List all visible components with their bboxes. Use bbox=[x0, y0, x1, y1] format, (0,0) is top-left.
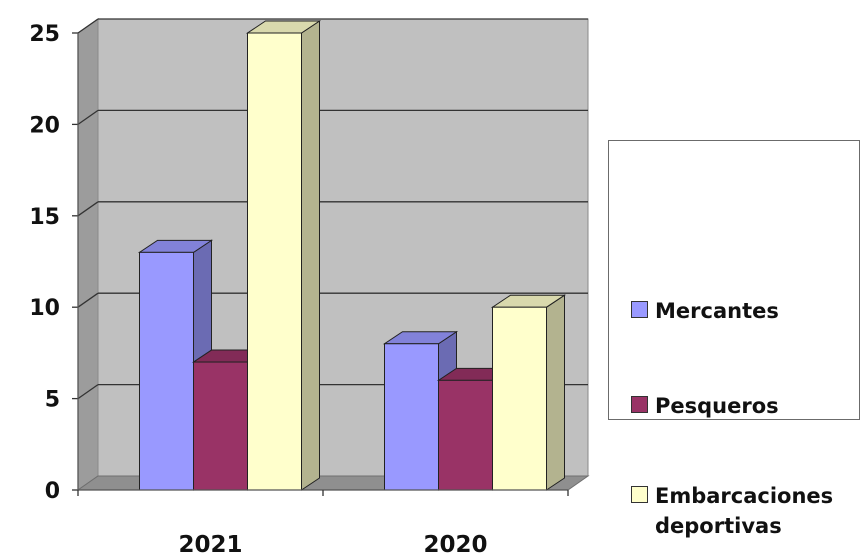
gridline-side bbox=[77, 18, 99, 34]
x-category-label: 2021 bbox=[178, 532, 242, 557]
y-tick-label: 0 bbox=[45, 479, 60, 504]
bar-embarcaciones-deportivas-2021 bbox=[245, 20, 322, 491]
legend-item-embarcaciones-deportivas: Embarcaciones deportivas bbox=[631, 481, 833, 541]
bar-front bbox=[247, 32, 302, 491]
gridline-side bbox=[77, 292, 99, 308]
x-category-label: 2020 bbox=[423, 532, 487, 557]
bars bbox=[137, 20, 567, 491]
legend-label-line-1: Embarcaciones bbox=[655, 484, 834, 508]
y-tick-label: 10 bbox=[29, 296, 60, 321]
side-wall bbox=[77, 18, 99, 491]
y-axis: 0 5 10 15 20 25 bbox=[29, 22, 79, 504]
gridline-side bbox=[77, 384, 99, 400]
x-axis: 2021 2020 bbox=[77, 489, 569, 557]
legend-label-pesqueros: Pesqueros bbox=[655, 394, 779, 418]
bar-side bbox=[546, 294, 565, 491]
bar-front bbox=[139, 251, 194, 491]
y-tick-label: 15 bbox=[29, 205, 60, 230]
bar-front bbox=[193, 361, 248, 491]
legend-item-mercantes: Mercantes bbox=[631, 296, 779, 326]
legend-swatch-mercantes bbox=[631, 301, 648, 318]
legend-swatch-pesqueros bbox=[631, 396, 648, 413]
bar-front bbox=[384, 343, 439, 491]
y-tick-label: 20 bbox=[29, 113, 60, 138]
legend-item-pesqueros: Pesqueros bbox=[631, 391, 779, 421]
y-tick-label: 5 bbox=[45, 388, 60, 413]
legend: Mercantes Pesqueros Embarcaciones deport… bbox=[608, 140, 860, 538]
gridline-side bbox=[77, 201, 99, 217]
legend-label-embarcaciones-deportivas: Embarcaciones deportivas bbox=[655, 481, 833, 541]
bar-front bbox=[438, 379, 493, 491]
bar-embarcaciones-deportivas-2020 bbox=[490, 294, 567, 491]
bar-front bbox=[492, 306, 547, 491]
bar-side bbox=[301, 20, 320, 491]
legend-label-line-2: deportivas bbox=[655, 514, 782, 538]
gridline-side bbox=[77, 109, 99, 125]
legend-label-mercantes: Mercantes bbox=[655, 299, 779, 323]
legend-swatch-embarcaciones-deportivas bbox=[631, 486, 648, 503]
y-tick-label: 25 bbox=[29, 22, 60, 47]
